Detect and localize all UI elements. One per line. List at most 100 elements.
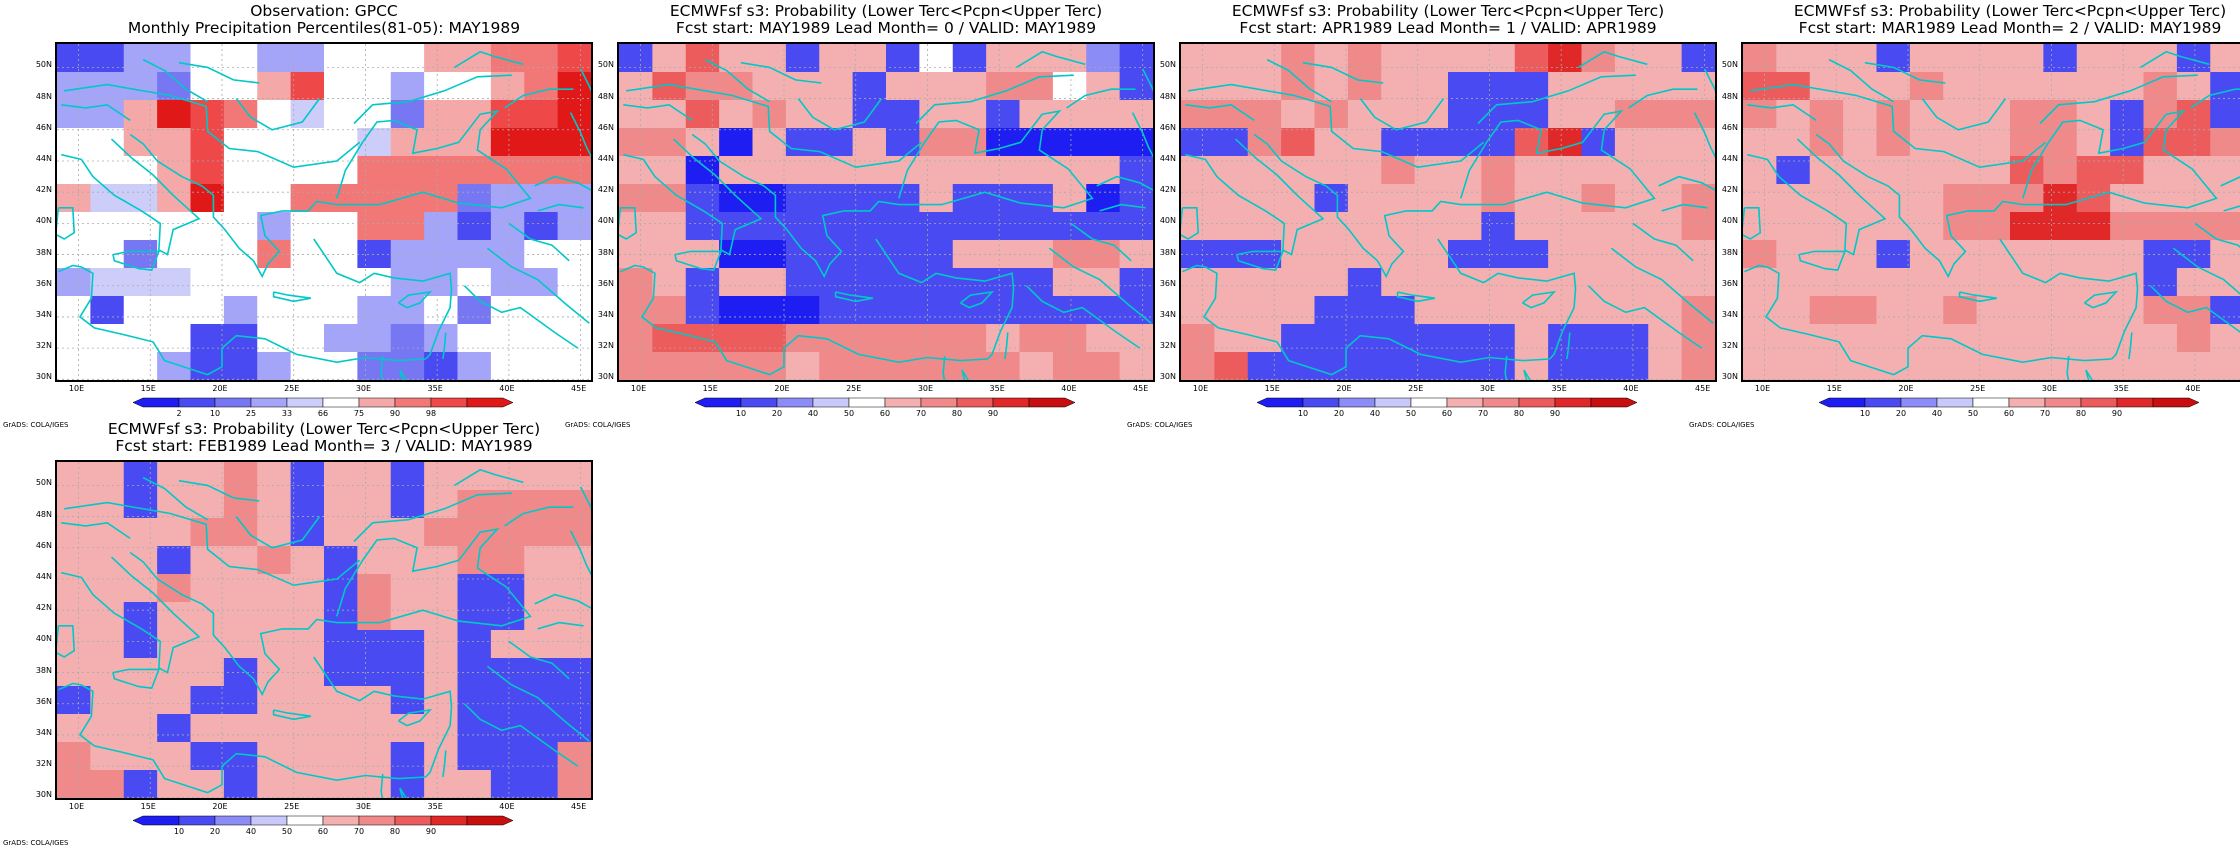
colorbar-label: 10 (1859, 409, 1871, 418)
grid-cell (57, 462, 91, 491)
coastline (1864, 61, 1946, 84)
coastline (1828, 58, 1895, 103)
colorbar-segment (358, 397, 396, 408)
colorbar-segment (1446, 397, 1484, 408)
grid-cell (57, 296, 91, 325)
grid-cell (1743, 352, 1777, 380)
colorbar-label: 70 (2039, 409, 2051, 418)
grid-cell (190, 462, 225, 491)
grid-cell (2176, 72, 2211, 101)
grid-cell (123, 630, 158, 659)
grid-cell (1281, 44, 1316, 73)
coastline (486, 665, 590, 742)
colorbar-segment (430, 397, 468, 408)
coastline (1743, 207, 1762, 240)
colorbar-label: 90 (1549, 409, 1561, 418)
grid-cell (2043, 212, 2078, 241)
colorbar-segment (1554, 397, 1592, 408)
grid-cell (90, 268, 125, 297)
grid-cell (190, 490, 225, 519)
grid-cell (357, 630, 392, 659)
grid-cell (2043, 44, 2078, 73)
grads-credit: GrADS: COLA/IGES (3, 839, 69, 847)
coastline (58, 682, 426, 794)
grid-cell (157, 296, 192, 325)
coastline (336, 109, 532, 209)
grid-cell (57, 714, 91, 743)
grid-cell (1086, 156, 1121, 185)
lat-label: 38N (1721, 247, 1738, 257)
colorbar-segment (992, 397, 1030, 408)
grid-cell (1247, 72, 1282, 101)
grid-cell (1119, 128, 1153, 157)
lon-label: 20E (1898, 384, 1914, 393)
grid-cell (1314, 156, 1349, 185)
lat-label: 38N (597, 247, 614, 257)
grid-cell (290, 212, 325, 241)
grid-cell (2143, 296, 2178, 325)
grid-cell (1448, 184, 1482, 213)
coastline (1658, 175, 1715, 191)
grid-cell (619, 44, 653, 73)
grid-cell (1381, 184, 1416, 213)
grid-cell (886, 100, 920, 129)
grid-cell (2076, 44, 2111, 73)
grid-cell (557, 770, 591, 798)
grid-cell (490, 100, 525, 129)
grid-cell (324, 518, 358, 547)
grid-cell (652, 352, 687, 380)
grid-cell (223, 714, 258, 743)
colorbar-segment (430, 815, 468, 826)
lon-label: 15E (1826, 384, 1842, 393)
colorbar-label: 40 (1369, 409, 1381, 418)
grid-cell (1809, 212, 1844, 241)
grid-cell (1281, 184, 1316, 213)
lon-label: 40E (2185, 384, 2201, 393)
grid-cell (257, 490, 292, 519)
grid-cell (1943, 352, 1978, 380)
grid-cell (1019, 352, 1054, 380)
colorbar (133, 815, 513, 826)
lat-label: 34N (35, 727, 52, 737)
grid-cell (157, 546, 192, 575)
grid-cell (123, 602, 158, 631)
coastline (1744, 264, 2112, 376)
grid-cell (1809, 296, 1844, 325)
grid-cell (952, 296, 987, 325)
grid-cell (2143, 44, 2178, 73)
grid-cell (1648, 156, 1683, 185)
grid-cell (1214, 268, 1249, 297)
colorbar-segment (133, 815, 180, 826)
lat-label: 50N (35, 478, 52, 488)
lat-label: 34N (1159, 309, 1176, 319)
colorbar-label: 60 (879, 409, 891, 418)
lat-label: 40N (1159, 216, 1176, 226)
grid-cell (223, 546, 258, 575)
grid-cell (1743, 128, 1777, 157)
coastline (569, 530, 591, 576)
grid-cell (457, 770, 492, 798)
coastline (1185, 103, 1255, 122)
grid-cell (123, 462, 158, 491)
coastline (2139, 50, 2210, 69)
lat-label: 48N (1159, 91, 1176, 101)
grid-cell (390, 72, 425, 101)
grid-cell (190, 686, 225, 715)
grid-cell (190, 128, 225, 157)
lat-label: 46N (1159, 122, 1176, 132)
lat-label: 48N (35, 509, 52, 519)
grid-cell (2176, 184, 2211, 213)
grid-cell (1019, 296, 1054, 325)
grid-cell (190, 602, 225, 631)
grid-cell (919, 268, 954, 297)
coastline (1632, 222, 1694, 262)
grid-cell (1119, 352, 1153, 380)
grid-cell (557, 100, 591, 129)
coastline (504, 88, 574, 109)
grid-cell (2143, 352, 2178, 380)
grid-cell (390, 714, 425, 743)
grid-cell (819, 184, 854, 213)
coastline (463, 285, 579, 349)
grid-cell (157, 44, 192, 73)
grid-cell (919, 72, 954, 101)
